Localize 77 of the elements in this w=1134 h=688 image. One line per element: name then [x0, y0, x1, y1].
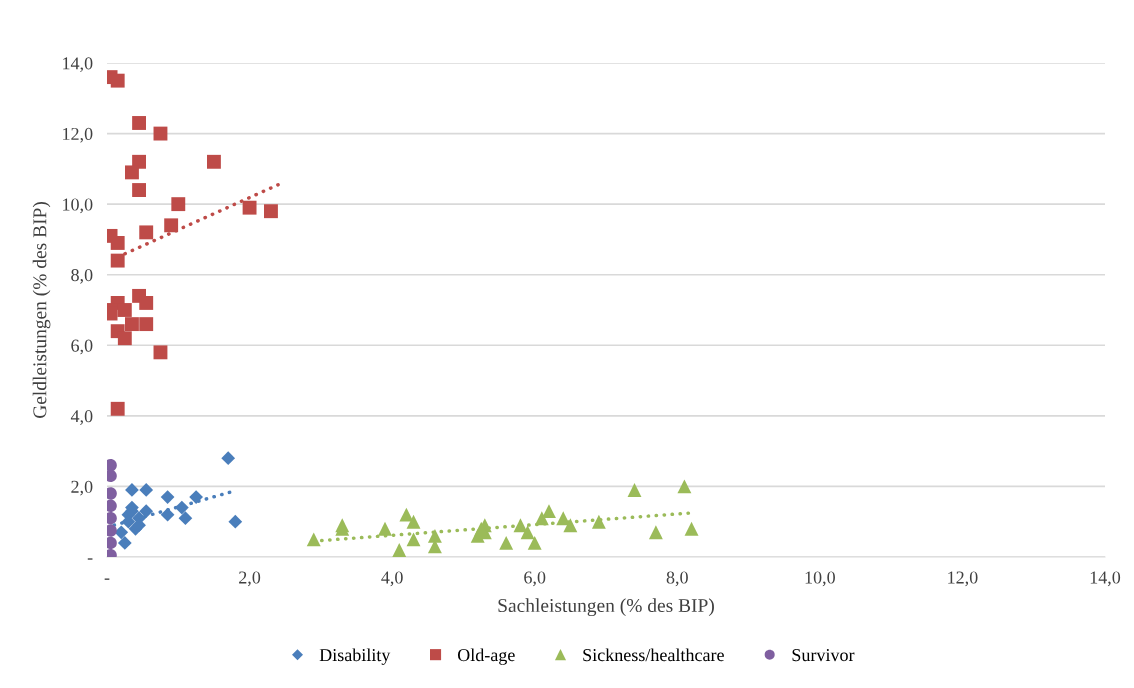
- point: [160, 490, 175, 504]
- point: [563, 518, 578, 533]
- point: [542, 504, 556, 519]
- x-tick-label: 14,0: [1090, 571, 1121, 587]
- point: [171, 197, 186, 212]
- point: [139, 296, 154, 310]
- y-tick-label: 12,0: [63, 127, 93, 143]
- point: [139, 504, 154, 518]
- point: [221, 451, 236, 466]
- x-tick-label: 2,0: [239, 571, 261, 587]
- y-tick-label: 2,0: [71, 480, 93, 496]
- point: [160, 507, 175, 522]
- point: [164, 218, 179, 233]
- point: [153, 345, 168, 360]
- y-tick-label: 14,0: [63, 57, 93, 73]
- point: [591, 514, 606, 529]
- point: [677, 479, 692, 494]
- point: [264, 204, 278, 219]
- point: [392, 543, 407, 557]
- point: [527, 535, 542, 550]
- point: [174, 500, 189, 515]
- point: [648, 525, 663, 540]
- x-tick-label: 12,0: [948, 571, 978, 587]
- x-axis-title: Sachleistungen (% des BIP): [498, 598, 714, 617]
- point: [107, 499, 117, 513]
- point: [513, 518, 528, 533]
- y-tick-label: 4,0: [70, 410, 93, 425]
- point: [306, 532, 321, 547]
- legend-label: Old-age: [457, 648, 515, 665]
- point: [125, 317, 139, 332]
- point: [406, 532, 421, 547]
- point: [534, 511, 549, 526]
- point: [520, 525, 535, 540]
- point: [427, 528, 442, 543]
- point: [132, 116, 147, 130]
- y-tick-label: 6,0: [71, 339, 93, 355]
- point: [110, 253, 125, 268]
- legend-label: Disability: [319, 648, 391, 665]
- point: [117, 536, 132, 550]
- point: [153, 126, 168, 141]
- point: [139, 317, 154, 332]
- point: [499, 535, 514, 550]
- x-tick-label: 10,0: [805, 571, 835, 587]
- x-tick-label: 4,0: [381, 571, 403, 587]
- point: [107, 511, 117, 525]
- point: [117, 303, 132, 317]
- point: [125, 165, 139, 180]
- point: [228, 514, 243, 529]
- legend-label: Survivor: [792, 649, 855, 662]
- point: [399, 507, 414, 522]
- point: [378, 521, 392, 536]
- point: [684, 521, 699, 536]
- x-tick-label: -: [104, 578, 110, 580]
- point: [406, 514, 421, 529]
- y-tick-label: 8,0: [71, 268, 93, 284]
- point: [110, 236, 125, 250]
- point: [117, 331, 132, 346]
- y-tick-label: 10,0: [63, 198, 93, 214]
- legend-label: Sickness/healthcare: [583, 648, 724, 662]
- point: [627, 483, 642, 497]
- point: [107, 524, 117, 537]
- point: [114, 525, 129, 540]
- x-tick-label: 8,0: [666, 571, 688, 587]
- y-axis-title: Geldleistungen (% des BIP): [32, 202, 51, 419]
- point: [107, 536, 117, 550]
- point: [132, 183, 147, 197]
- point: [110, 401, 125, 416]
- point: [242, 200, 257, 215]
- point: [139, 483, 154, 497]
- point: [206, 154, 221, 169]
- point: [178, 511, 193, 526]
- point: [107, 469, 117, 483]
- point: [110, 73, 125, 88]
- point: [107, 487, 117, 500]
- x-tick-label: 6,0: [524, 571, 546, 587]
- y-tick-label: -: [87, 558, 93, 560]
- point: [139, 225, 154, 240]
